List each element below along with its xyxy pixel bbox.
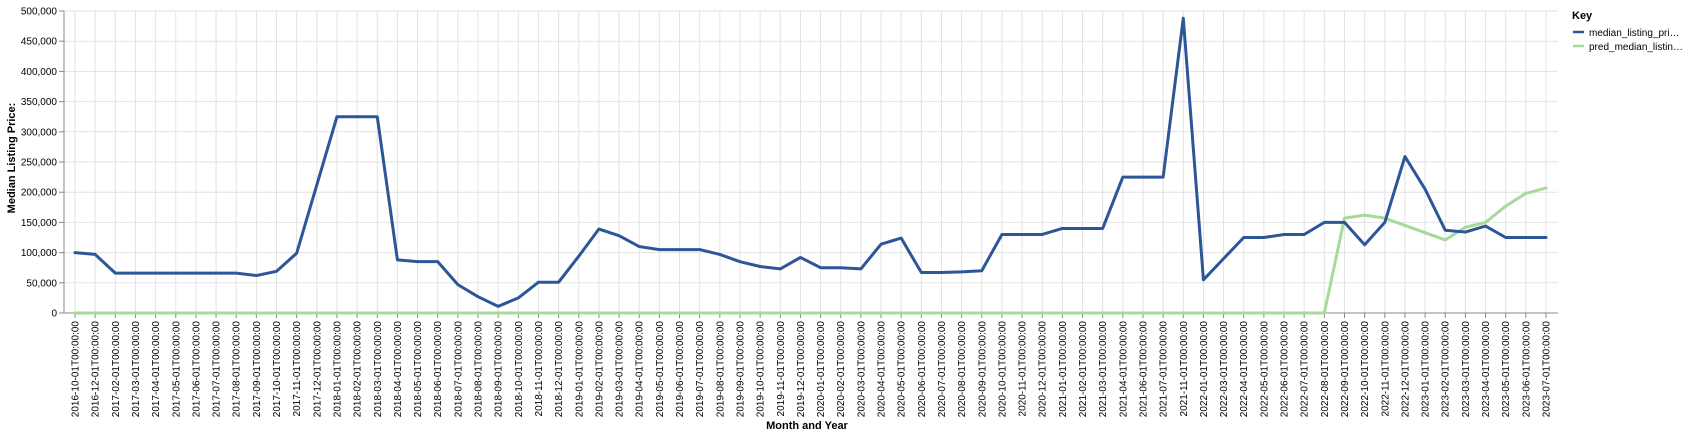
x-tick-label: 2022-11-01T00:00:00 xyxy=(1380,321,1391,417)
y-tick-label: 450,000 xyxy=(21,37,58,48)
series-lines xyxy=(73,16,1548,315)
x-tick-label: 2018-07-01T00:00:00 xyxy=(453,321,464,418)
x-tick-label: 2021-11-01T00:00:00 xyxy=(1179,321,1190,417)
x-tick-label: 2019-10-01T00:00:00 xyxy=(756,321,767,418)
x-tick-label: 2020-06-01T00:00:00 xyxy=(917,321,928,418)
legend-label-pred: pred_median_listin… xyxy=(1589,42,1683,53)
x-tick-label: 2019-01-01T00:00:00 xyxy=(574,321,585,418)
x-tick-label: 2018-05-01T00:00:00 xyxy=(413,321,424,418)
x-tick-label: 2022-04-01T00:00:00 xyxy=(1239,321,1250,418)
x-tick-label: 2017-06-01T00:00:00 xyxy=(191,321,202,418)
x-tick-label: 2018-12-01T00:00:00 xyxy=(554,321,565,418)
x-tick-label: 2016-10-01T00:00:00 xyxy=(71,321,82,418)
x-tick-label: 2020-02-01T00:00:00 xyxy=(836,321,847,418)
y-tick-label: 350,000 xyxy=(21,97,58,108)
x-tick-label: 2023-03-01T00:00:00 xyxy=(1461,321,1472,418)
x-tick-label: 2020-11-01T00:00:00 xyxy=(1018,321,1029,417)
x-tick-label: 2019-09-01T00:00:00 xyxy=(735,321,746,418)
y-tick-label: 300,000 xyxy=(21,127,58,138)
x-tick-label: 2017-11-01T00:00:00 xyxy=(292,321,303,417)
x-tick-label: 2023-07-01T00:00:00 xyxy=(1542,321,1553,418)
axes: 0 50,000 100,000 150,000 200,000 250,000 300,0… xyxy=(21,7,1558,418)
x-tick-label: 2019-11-01T00:00:00 xyxy=(776,321,787,417)
x-tick-label: 2018-11-01T00:00:00 xyxy=(534,321,545,417)
x-tick-label: 2021-07-01T00:00:00 xyxy=(1159,321,1170,418)
x-tick-label: 2022-09-01T00:00:00 xyxy=(1340,321,1351,418)
y-tick-label: 100,000 xyxy=(21,248,58,259)
x-tick-label: 2020-01-01T00:00:00 xyxy=(816,321,827,418)
legend: Key median_listing_pri… pred_median_list… xyxy=(1572,10,1683,53)
x-tick-label: 2017-10-01T00:00:00 xyxy=(272,321,283,418)
x-tick-label: 2022-01-01T00:00:00 xyxy=(1199,321,1210,418)
legend-title: Key xyxy=(1572,10,1593,22)
x-tick-label: 2022-10-01T00:00:00 xyxy=(1360,321,1371,418)
x-tick-label: 2017-12-01T00:00:00 xyxy=(312,321,323,418)
y-tick-label: 0 xyxy=(51,309,57,320)
y-tick-label: 250,000 xyxy=(21,158,58,169)
x-tick-label: 2022-08-01T00:00:00 xyxy=(1320,321,1331,418)
y-tick-label: 400,000 xyxy=(21,67,58,78)
series-line-median-listing-price xyxy=(73,16,1548,308)
x-tick-label: 2020-05-01T00:00:00 xyxy=(897,321,908,418)
x-tick-label: 2019-06-01T00:00:00 xyxy=(675,321,686,418)
x-tick-label: 2019-03-01T00:00:00 xyxy=(615,321,626,418)
x-tick-label: 2021-04-01T00:00:00 xyxy=(1118,321,1129,418)
grid-lines xyxy=(64,10,1558,314)
x-tick-label: 2019-02-01T00:00:00 xyxy=(594,321,605,418)
x-tick-label: 2016-12-01T00:00:00 xyxy=(91,321,102,418)
x-tick-label: 2023-01-01T00:00:00 xyxy=(1421,321,1432,418)
x-tick-label: 2023-04-01T00:00:00 xyxy=(1481,321,1492,418)
x-tick-label: 2020-07-01T00:00:00 xyxy=(937,321,948,418)
x-tick-label: 2023-02-01T00:00:00 xyxy=(1441,321,1452,418)
x-tick-label: 2018-10-01T00:00:00 xyxy=(514,321,525,418)
x-tick-label: 2022-12-01T00:00:00 xyxy=(1400,321,1411,418)
x-tick-label: 2018-04-01T00:00:00 xyxy=(393,321,404,418)
legend-label-median: median_listing_pri… xyxy=(1589,28,1680,39)
x-tick-label: 2020-08-01T00:00:00 xyxy=(957,321,968,418)
x-tick-label: 2017-05-01T00:00:00 xyxy=(171,321,182,418)
x-tick-label: 2023-05-01T00:00:00 xyxy=(1501,321,1512,418)
x-tick-label: 2017-04-01T00:00:00 xyxy=(151,321,162,418)
x-tick-label: 2022-06-01T00:00:00 xyxy=(1280,321,1291,418)
x-tick-label: 2020-10-01T00:00:00 xyxy=(997,321,1008,418)
x-tick-label: 2020-09-01T00:00:00 xyxy=(977,321,988,418)
x-tick-label: 2019-07-01T00:00:00 xyxy=(695,321,706,418)
x-tick-label: 2021-01-01T00:00:00 xyxy=(1058,321,1069,418)
x-tick-label: 2021-03-01T00:00:00 xyxy=(1098,321,1109,418)
x-tick-label: 2021-02-01T00:00:00 xyxy=(1078,321,1089,418)
x-tick-label: 2018-09-01T00:00:00 xyxy=(494,321,505,418)
x-tick-label: 2022-03-01T00:00:00 xyxy=(1219,321,1230,418)
x-tick-label: 2018-06-01T00:00:00 xyxy=(433,321,444,418)
x-tick-label: 2020-04-01T00:00:00 xyxy=(877,321,888,418)
x-tick-label: 2020-03-01T00:00:00 xyxy=(856,321,867,418)
x-tick-label: 2018-02-01T00:00:00 xyxy=(353,321,364,418)
x-tick-label: 2017-03-01T00:00:00 xyxy=(131,321,142,418)
y-tick-label: 200,000 xyxy=(21,188,58,199)
x-axis-title: Month and Year xyxy=(766,420,848,432)
x-tick-label: 2021-06-01T00:00:00 xyxy=(1138,321,1149,418)
x-tick-label: 2023-06-01T00:00:00 xyxy=(1521,321,1532,418)
x-tick-label: 2020-12-01T00:00:00 xyxy=(1038,321,1049,418)
x-tick-label: 2019-04-01T00:00:00 xyxy=(635,321,646,418)
x-tick-label: 2017-02-01T00:00:00 xyxy=(111,321,122,418)
x-tick-label: 2017-09-01T00:00:00 xyxy=(252,321,263,418)
series-line-pred-median-listing-price xyxy=(73,186,1548,315)
x-tick-label: 2018-01-01T00:00:00 xyxy=(332,321,343,418)
x-tick-label: 2022-07-01T00:00:00 xyxy=(1300,321,1311,418)
x-tick-label: 2022-05-01T00:00:00 xyxy=(1259,321,1270,418)
x-tick-label: 2017-08-01T00:00:00 xyxy=(232,321,243,418)
x-tick-label: 2018-08-01T00:00:00 xyxy=(474,321,485,418)
y-tick-label: 50,000 xyxy=(26,278,57,289)
y-axis-title: Median Listing Price: xyxy=(6,103,18,214)
y-tick-label: 150,000 xyxy=(21,218,58,229)
x-tick-label: 2018-03-01T00:00:00 xyxy=(373,321,384,418)
x-tick-label: 2019-08-01T00:00:00 xyxy=(715,321,726,418)
y-tick-label: 500,000 xyxy=(21,7,58,18)
x-tick-label: 2019-05-01T00:00:00 xyxy=(655,321,666,418)
x-tick-label: 2017-07-01T00:00:00 xyxy=(212,321,223,418)
x-tick-label: 2019-12-01T00:00:00 xyxy=(796,321,807,418)
